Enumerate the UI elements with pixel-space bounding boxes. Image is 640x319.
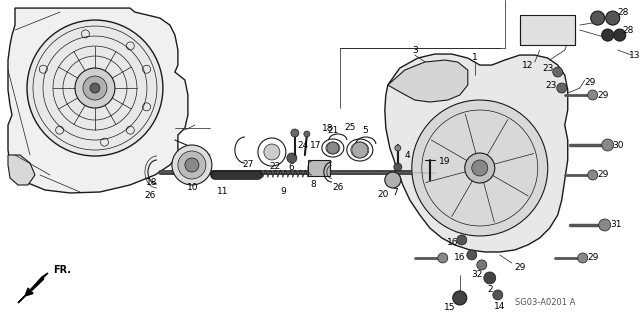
Text: 28: 28: [617, 8, 628, 17]
Text: 23: 23: [542, 63, 554, 72]
Circle shape: [90, 83, 100, 93]
Text: 29: 29: [584, 78, 595, 86]
Text: 24: 24: [297, 140, 308, 150]
Circle shape: [83, 76, 107, 100]
Circle shape: [352, 142, 368, 158]
Circle shape: [438, 253, 448, 263]
Text: 5: 5: [362, 125, 368, 135]
Text: 22: 22: [269, 162, 280, 172]
Text: 16: 16: [454, 254, 465, 263]
Circle shape: [395, 145, 401, 151]
Text: 4: 4: [405, 151, 411, 160]
Circle shape: [477, 260, 487, 270]
Text: 20: 20: [377, 190, 388, 199]
Text: 31: 31: [610, 220, 621, 229]
Text: 3: 3: [412, 46, 418, 55]
Circle shape: [467, 250, 477, 260]
Text: 29: 29: [514, 263, 525, 272]
Text: 11: 11: [217, 188, 228, 197]
Circle shape: [75, 68, 115, 108]
Circle shape: [452, 291, 467, 305]
Circle shape: [553, 67, 563, 77]
Text: 18: 18: [146, 179, 157, 188]
Polygon shape: [18, 273, 48, 303]
Text: 29: 29: [587, 254, 598, 263]
Text: 2: 2: [487, 286, 493, 294]
Circle shape: [172, 145, 212, 185]
Circle shape: [493, 290, 503, 300]
Text: 26: 26: [144, 191, 156, 200]
Text: 23: 23: [545, 80, 556, 90]
Circle shape: [588, 90, 598, 100]
Circle shape: [291, 129, 299, 137]
Circle shape: [327, 142, 339, 154]
Text: 13: 13: [629, 50, 640, 60]
Text: 15: 15: [444, 303, 456, 312]
Circle shape: [484, 272, 496, 284]
Circle shape: [385, 172, 401, 188]
Circle shape: [178, 151, 206, 179]
Circle shape: [472, 160, 488, 176]
Text: 17: 17: [310, 140, 322, 150]
Text: 6: 6: [288, 164, 294, 173]
Text: 29: 29: [597, 170, 609, 180]
Circle shape: [614, 29, 626, 41]
Polygon shape: [8, 155, 35, 185]
Text: 8: 8: [310, 181, 316, 189]
Polygon shape: [8, 8, 188, 193]
Text: 30: 30: [612, 140, 623, 150]
Circle shape: [578, 253, 588, 263]
Circle shape: [304, 131, 310, 137]
Text: 7: 7: [392, 189, 397, 197]
Circle shape: [602, 139, 614, 151]
Text: 32: 32: [471, 271, 483, 279]
Text: 16: 16: [447, 239, 458, 248]
Circle shape: [287, 153, 297, 163]
Text: 19: 19: [439, 158, 451, 167]
Circle shape: [557, 83, 567, 93]
Text: 28: 28: [622, 26, 634, 34]
Circle shape: [588, 170, 598, 180]
Circle shape: [591, 11, 605, 25]
Circle shape: [27, 20, 163, 156]
Text: 29: 29: [597, 91, 609, 100]
Text: 14: 14: [494, 302, 506, 311]
Circle shape: [465, 153, 495, 183]
Circle shape: [605, 11, 620, 25]
Circle shape: [412, 100, 548, 236]
Text: 25: 25: [344, 122, 356, 131]
Text: 12: 12: [522, 61, 534, 70]
Circle shape: [264, 144, 280, 160]
Text: 21: 21: [327, 125, 339, 135]
Text: SG03-A0201 A: SG03-A0201 A: [515, 299, 575, 308]
Circle shape: [598, 219, 611, 231]
Bar: [520, 15, 575, 45]
Circle shape: [602, 29, 614, 41]
Bar: [308, 160, 330, 176]
Text: 18: 18: [322, 123, 333, 132]
Circle shape: [185, 158, 199, 172]
Text: FR.: FR.: [53, 265, 71, 275]
Text: 27: 27: [242, 160, 253, 169]
Text: 26: 26: [332, 183, 344, 192]
Text: 9: 9: [280, 188, 285, 197]
Circle shape: [394, 163, 402, 171]
Circle shape: [457, 235, 467, 245]
Polygon shape: [385, 54, 568, 252]
Text: 1: 1: [472, 53, 477, 62]
Text: 10: 10: [187, 183, 198, 192]
Polygon shape: [388, 60, 468, 102]
